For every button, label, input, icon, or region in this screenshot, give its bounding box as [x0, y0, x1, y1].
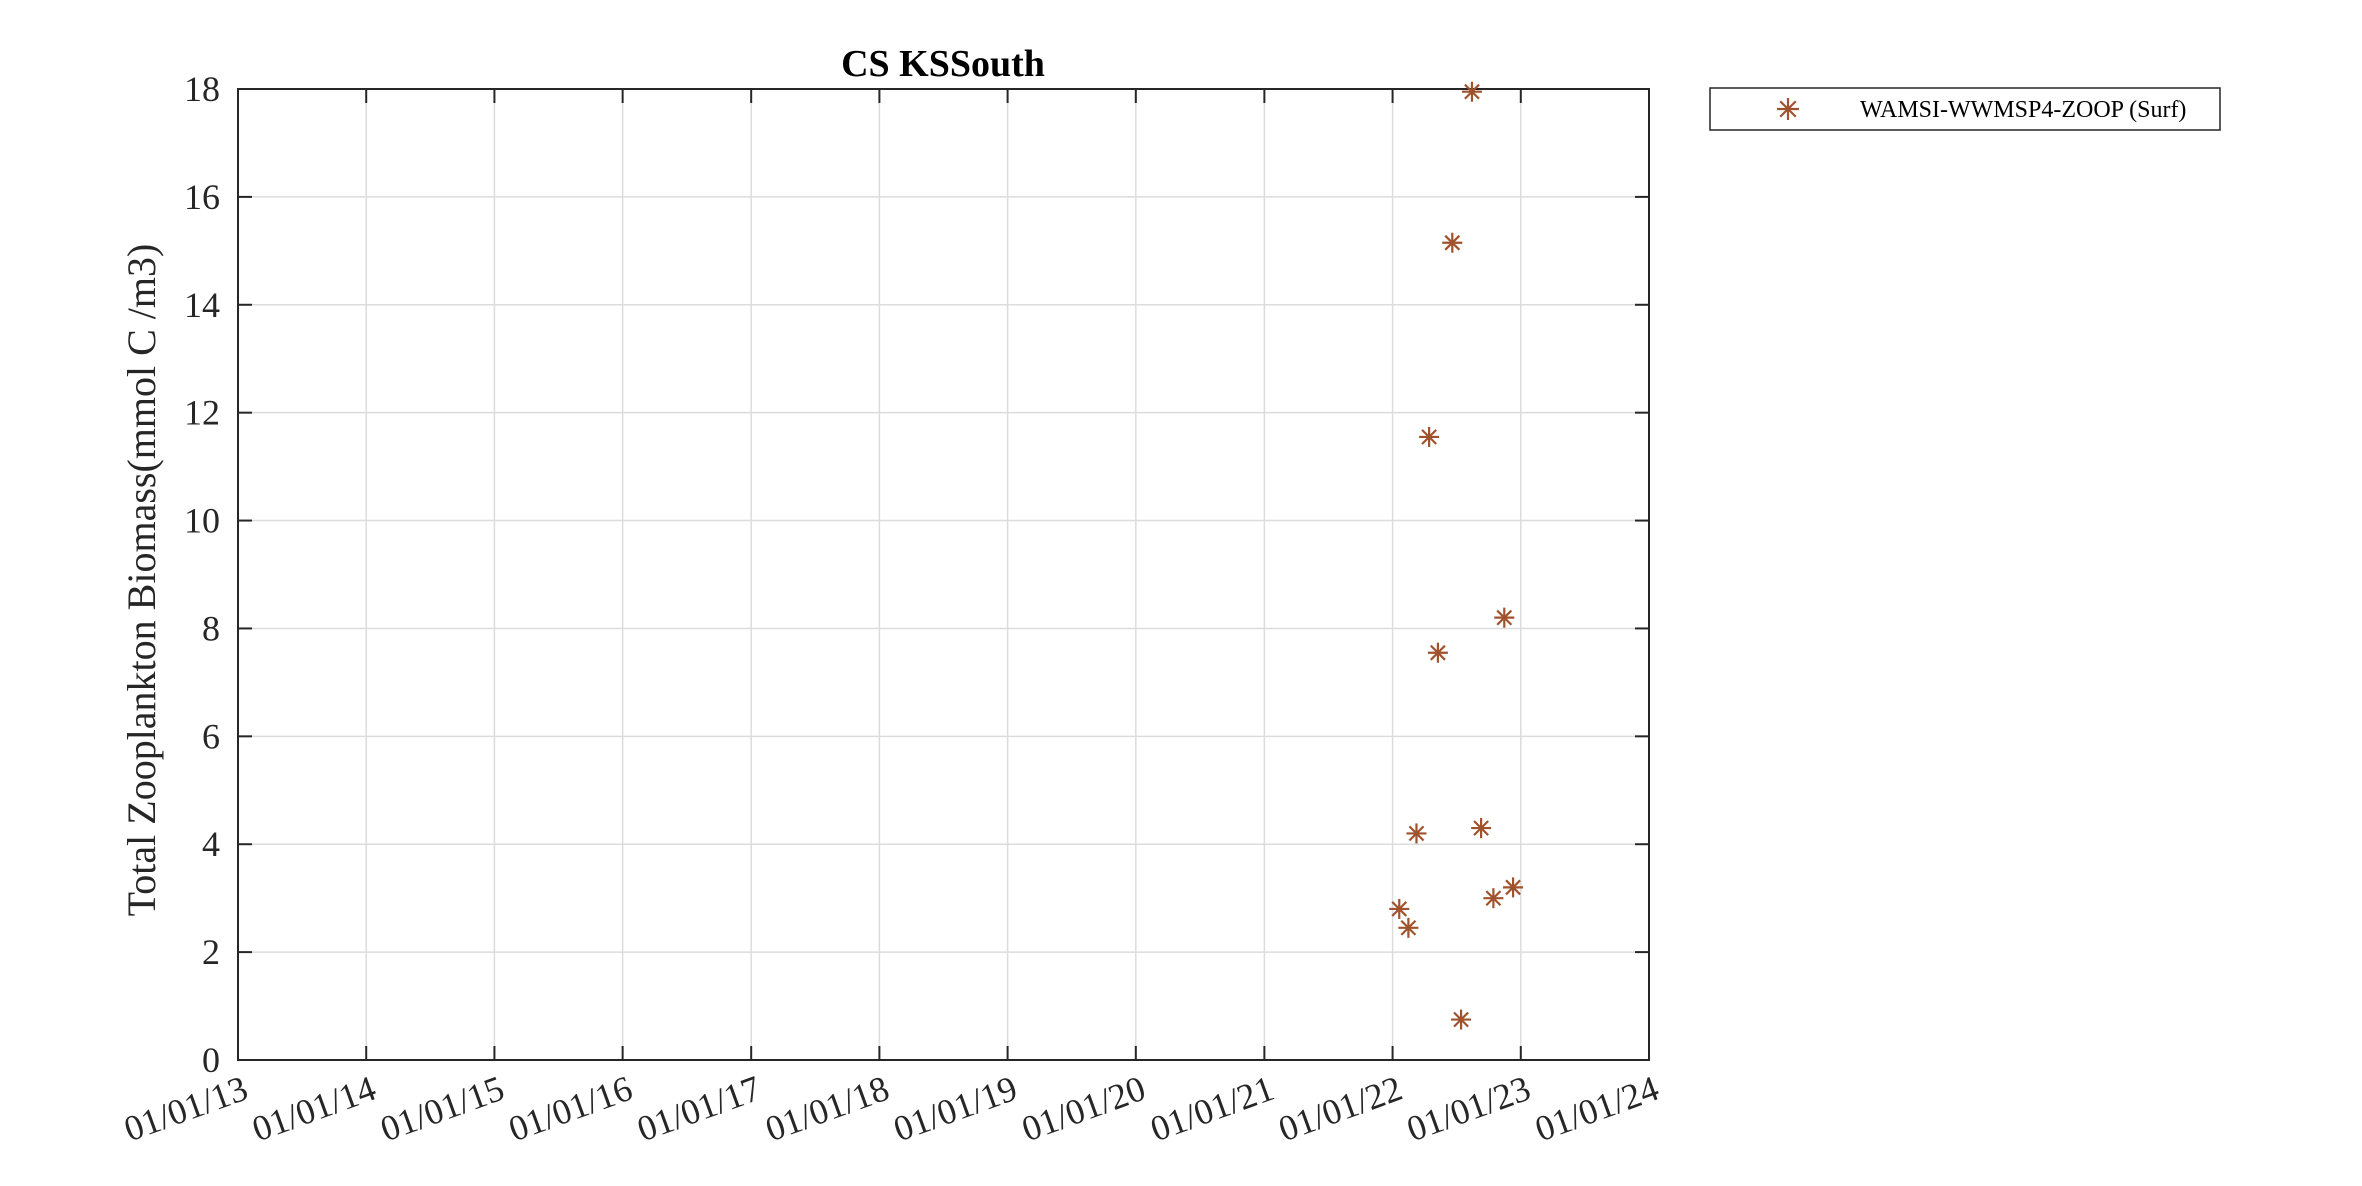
- data-point: [1483, 888, 1504, 909]
- data-point: [1461, 81, 1482, 102]
- data-point: [1471, 818, 1492, 839]
- asterisk-stroke: [1391, 901, 1408, 917]
- y-tick-label: 10: [184, 501, 220, 541]
- data-point: [1406, 823, 1427, 844]
- data-point: [1419, 426, 1440, 447]
- asterisk-stroke: [1421, 429, 1437, 445]
- legend-marker: [1777, 98, 1799, 120]
- chart-title: CS KSSouth: [841, 43, 1045, 85]
- data-points: [1389, 81, 1524, 1030]
- asterisk-stroke: [1430, 644, 1446, 661]
- asterisk-stroke: [1473, 820, 1489, 836]
- axis-ticks: [237, 88, 1650, 1061]
- y-axis-label: Total Zooplankton Biomass(mmol C /m3): [119, 244, 164, 917]
- y-tick-labels: 0 2 4 6 8 10 12 14 16 18: [184, 69, 220, 1080]
- y-tick-label: 14: [184, 285, 220, 325]
- legend: WAMSI-WWMSP4-ZOOP (Surf): [1709, 87, 2221, 131]
- data-point: [1427, 642, 1448, 663]
- asterisk-stroke: [1453, 1011, 1469, 1028]
- data-point: [1451, 1009, 1472, 1030]
- asterisk-stroke: [1496, 609, 1513, 626]
- data-point: [1442, 232, 1463, 253]
- legend-entry-label: WAMSI-WWMSP4-ZOOP (Surf): [1860, 97, 2186, 123]
- y-tick-label: 16: [184, 177, 220, 217]
- asterisk-stroke: [1505, 879, 1521, 896]
- y-tick-label: 6: [202, 716, 220, 756]
- y-tick-label: 18: [184, 69, 220, 109]
- data-point: [1494, 607, 1515, 628]
- data-point: [1389, 898, 1410, 919]
- y-tick-label: 4: [202, 824, 220, 864]
- asterisk-stroke: [1779, 100, 1797, 118]
- asterisk-stroke: [1444, 234, 1461, 251]
- data-point: [1398, 917, 1419, 938]
- asterisk-stroke: [1400, 919, 1417, 936]
- y-tick-label: 12: [184, 393, 220, 433]
- y-tick-label: 0: [202, 1040, 220, 1080]
- y-tick-label: 2: [202, 932, 220, 972]
- legend-asterisk-icon: [1777, 98, 1799, 120]
- data-point: [1503, 877, 1524, 898]
- y-tick-label: 8: [202, 608, 220, 648]
- asterisk-stroke: [1464, 83, 1480, 100]
- asterisk-stroke: [1485, 890, 1502, 907]
- asterisk-stroke: [1408, 825, 1425, 842]
- plot-frame: [237, 88, 1650, 1061]
